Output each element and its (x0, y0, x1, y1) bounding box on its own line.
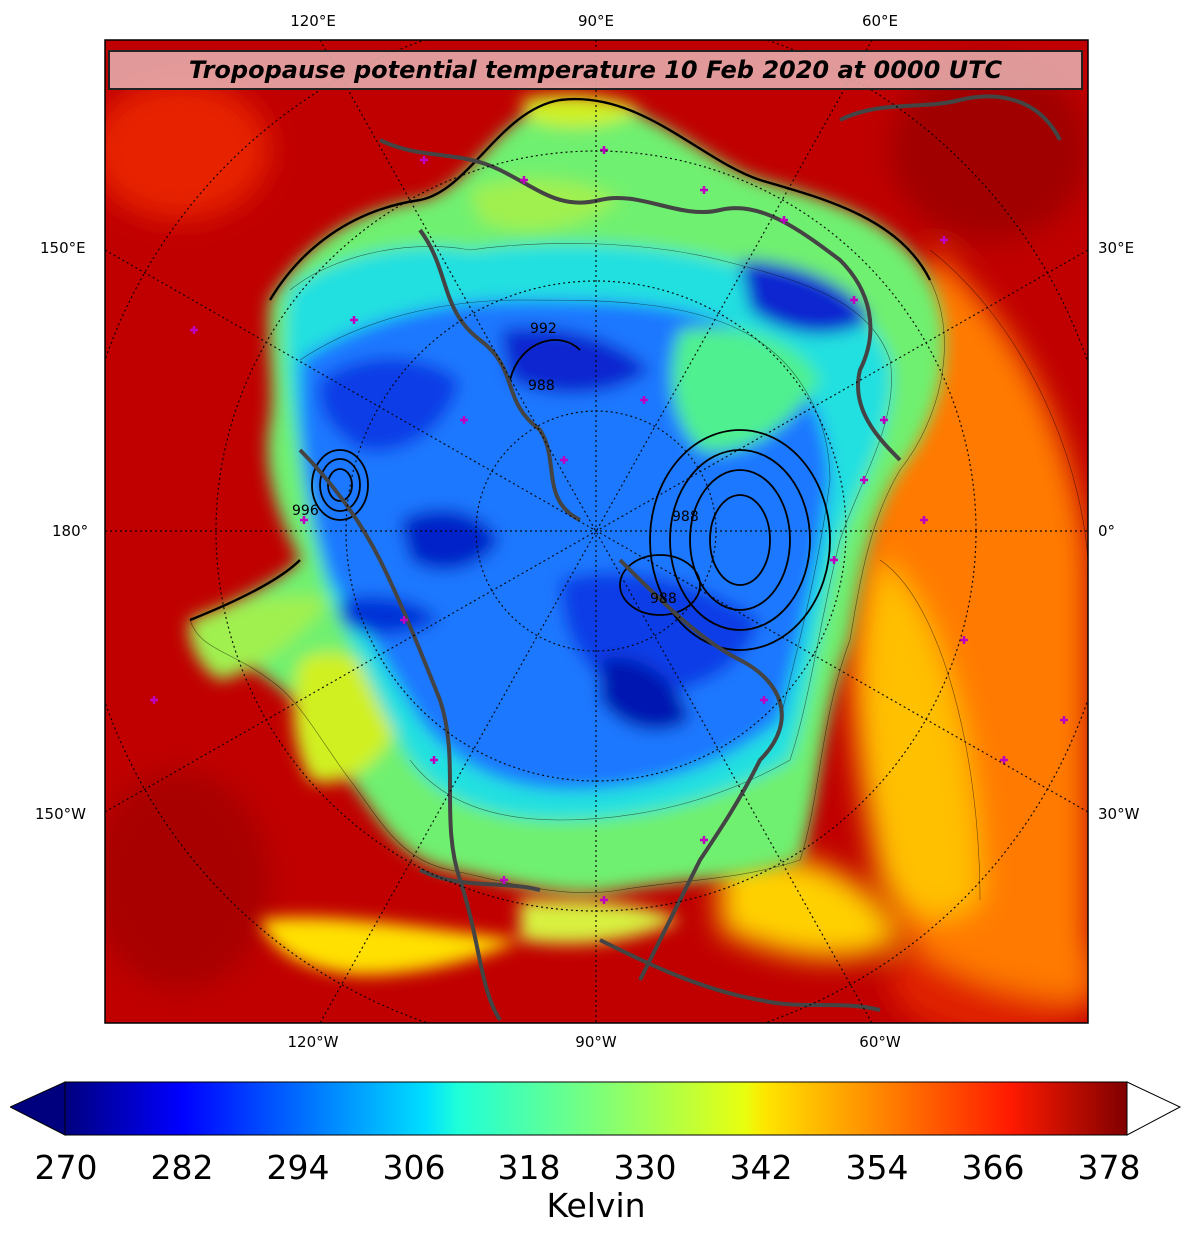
contour-label: 988 (672, 509, 699, 525)
tropopause-map: 992 988 996 988 988 (104, 39, 1089, 1024)
contour-label: 992 (530, 321, 557, 337)
title-box: Tropopause potential temperature 10 Feb … (108, 50, 1083, 90)
colorbar-tick: 294 (266, 1148, 330, 1187)
lon-label-right: 30°W (1098, 805, 1140, 823)
graticule (105, 40, 1088, 1023)
lon-label-right: 0° (1098, 522, 1116, 540)
lon-label-bottom: 60°W (859, 1033, 901, 1051)
colorbar-tick: 282 (150, 1148, 214, 1187)
colorbar-tick: 354 (845, 1148, 909, 1187)
lon-label-top: 120°E (290, 12, 336, 30)
lon-label-left: 150°E (40, 239, 86, 257)
lon-label-left: 150°W (35, 805, 86, 823)
lon-label-left: 180° (52, 522, 89, 540)
lon-label-top: 60°E (861, 12, 899, 30)
colorbar-tick: 270 (34, 1148, 98, 1187)
contour-label: 996 (292, 503, 319, 519)
colorbar-tick: 342 (729, 1148, 793, 1187)
lon-label-top: 90°E (577, 12, 615, 30)
contour-label: 988 (528, 378, 555, 394)
colorbar-tick: 378 (1077, 1148, 1141, 1187)
colorbar-tick: 366 (961, 1148, 1025, 1187)
colorbar-label: Kelvin (546, 1186, 646, 1225)
lon-label-bottom: 120°W (287, 1033, 339, 1051)
colorbar-tick: 306 (382, 1148, 446, 1187)
pressure-contours (311, 339, 831, 651)
map-field: 992 988 996 988 988 (105, 40, 1088, 1023)
colorbar-tick: 330 (613, 1148, 677, 1187)
colorbar-tick: 318 (497, 1148, 561, 1187)
map-title: Tropopause potential temperature 10 Feb … (188, 56, 1003, 84)
contour-label: 988 (650, 591, 677, 607)
map-frame (104, 39, 1089, 1024)
colorbar-extend-high (1126, 1081, 1182, 1136)
colorbar-gradient (64, 1081, 1128, 1136)
coastlines (298, 94, 1062, 1022)
lon-label-bottom: 90°W (575, 1033, 617, 1051)
colorbar-extend-low (10, 1081, 66, 1136)
colorbar (10, 1081, 1182, 1136)
station-markers (150, 146, 1068, 904)
lon-label-right: 30°E (1098, 239, 1135, 257)
